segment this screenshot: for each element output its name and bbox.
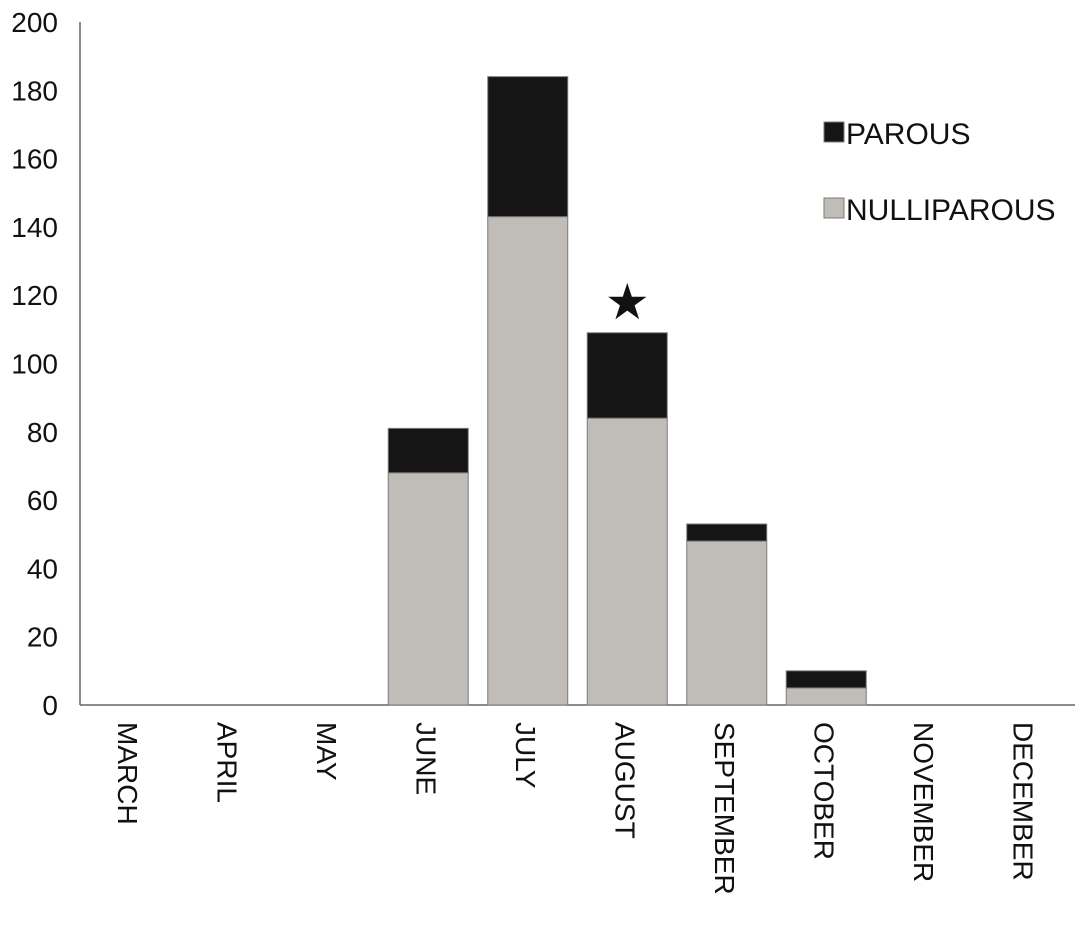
y-tick-label: 200 [11,7,58,38]
star-annotation: ★ [605,273,650,331]
legend: PAROUS NULLIPAROUS [823,118,1056,227]
bar-nulliparous-june [387,472,469,706]
bar-parous-june [387,427,469,474]
bars-group [387,76,867,706]
legend-label-parous: PAROUS [846,118,970,151]
legend-label-nulliparous: NULLIPAROUS [846,194,1056,227]
legend-swatch-parous [823,121,845,143]
x-tick-label: SEPTEMBER [709,722,740,895]
x-tick-label: MARCH [112,722,143,825]
bar-nulliparous-july [487,216,569,706]
bar-parous-august [586,332,668,419]
annotations-group: ★ [605,273,650,331]
x-tick-label: NOVEMBER [908,722,939,882]
y-tick-label: 100 [11,349,58,380]
x-tick-label: JUNE [410,722,441,795]
y-tick-label: 20 [27,622,58,653]
x-tick-label: JULY [510,722,541,789]
bar-parous-september [686,523,768,542]
bar-nulliparous-october [785,687,867,706]
y-tick-label: 40 [27,553,58,584]
legend-swatch-nulliparous [823,197,845,219]
y-tick-label: 60 [27,485,58,516]
x-tick-label: OCTOBER [808,722,839,860]
y-tick-label: 180 [11,75,58,106]
x-tick-label: AUGUST [609,722,640,839]
y-tick-label: 80 [27,417,58,448]
bar-parous-october [785,670,867,689]
y-axis-ticks: 0 20 40 60 80 100 120 140 160 180 200 [11,7,58,721]
x-tick-label: MAY [311,722,342,781]
y-tick-label: 160 [11,144,58,175]
y-tick-label: 140 [11,212,58,243]
x-axis-labels: MARCH APRIL MAY JUNE JULY AUGUST SEPTEMBER OCTO… [112,722,1039,895]
y-tick-label: 0 [42,690,58,721]
x-tick-label: APRIL [211,722,242,803]
y-tick-label: 120 [11,280,58,311]
bar-nulliparous-september [686,540,768,706]
x-tick-label: DECEMBER [1007,722,1038,881]
bar-parous-july [487,76,569,218]
bar-nulliparous-august [586,417,668,706]
